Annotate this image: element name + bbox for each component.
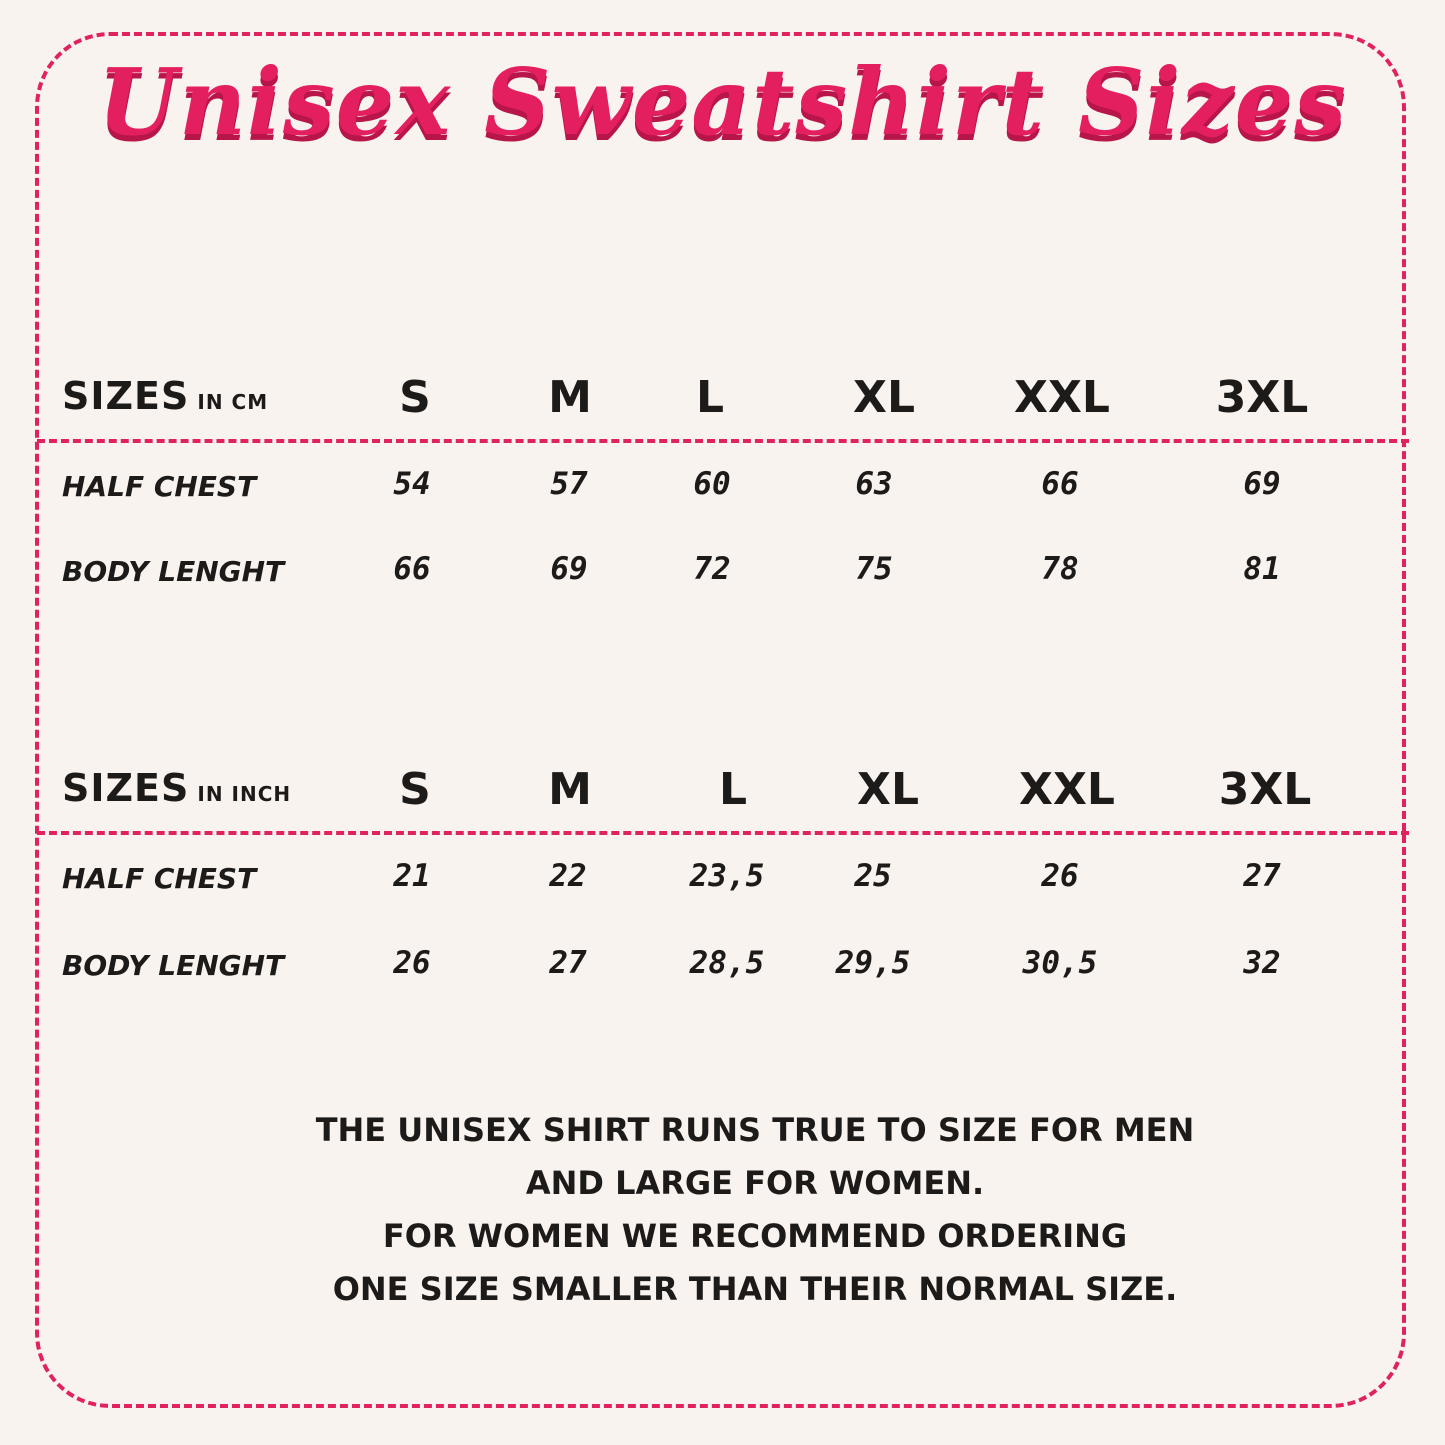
measurement-cell: 69 (1243, 466, 1281, 502)
measurement-cell: 30,5 (1022, 945, 1098, 981)
dashed-divider (37, 439, 1409, 443)
note-line: ONE SIZE SMALLER THAN THEIR NORMAL SIZE. (332, 1270, 1178, 1308)
row-label: BODY LENGHT (62, 949, 285, 982)
measurement-cell: 75 (855, 551, 893, 587)
row-label: HALF CHEST (62, 862, 257, 895)
row-label: HALF CHEST (62, 470, 257, 503)
note-line: THE UNISEX SHIRT RUNS TRUE TO SIZE FOR M… (315, 1111, 1195, 1149)
row-label: BODY LENGHT (62, 555, 285, 588)
measurement-cell: 28,5 (689, 945, 765, 981)
measurement-cell: 29,5 (835, 945, 911, 981)
size-column-header: L (695, 372, 725, 423)
measurement-cell: 21 (393, 858, 431, 894)
measurement-cell: 27 (1243, 858, 1281, 894)
header-label-text: SIZES (62, 766, 190, 810)
header-label-text: SIZES (62, 374, 190, 418)
measurement-cell: 27 (549, 945, 587, 981)
measurement-cell: 81 (1243, 551, 1281, 587)
table-header-label: SIZES IN INCH (62, 766, 291, 810)
measurement-cell: 54 (393, 466, 431, 502)
note-line: AND LARGE FOR WOMEN. (525, 1164, 985, 1202)
measurement-cell: 26 (393, 945, 431, 981)
measurement-cell: 26 (1041, 858, 1079, 894)
note-line: FOR WOMEN WE RECOMMEND ORDERING (382, 1217, 1128, 1255)
size-column-header: XL (857, 764, 919, 815)
size-column-header: 3XL (1218, 764, 1312, 815)
measurement-cell: 25 (854, 858, 892, 894)
dashed-border-frame (35, 32, 1406, 1408)
size-column-header: L (718, 764, 748, 815)
size-column-header: S (399, 372, 431, 423)
size-column-header: M (548, 764, 592, 815)
measurement-cell: 69 (550, 551, 588, 587)
measurement-cell: 72 (693, 551, 731, 587)
size-column-header: XXL (1014, 372, 1110, 423)
dashed-divider (37, 831, 1409, 835)
size-column-header: M (548, 372, 592, 423)
size-column-header: 3XL (1215, 372, 1309, 423)
size-column-header: XXL (1019, 764, 1115, 815)
measurement-cell: 63 (855, 466, 893, 502)
measurement-cell: 23,5 (689, 858, 765, 894)
measurement-cell: 66 (1041, 466, 1079, 502)
size-column-header: XL (853, 372, 915, 423)
page-title: Unisex Sweatshirt Sizes (97, 48, 1348, 156)
table-header-label: SIZES IN CM (62, 374, 268, 418)
unit-label: IN INCH (197, 782, 292, 806)
measurement-cell: 66 (393, 551, 431, 587)
measurement-cell: 60 (693, 466, 731, 502)
measurement-cell: 78 (1041, 551, 1079, 587)
measurement-cell: 22 (549, 858, 587, 894)
fit-note: THE UNISEX SHIRT RUNS TRUE TO SIZE FOR M… (0, 1104, 1445, 1316)
measurement-cell: 32 (1243, 945, 1281, 981)
unit-label: IN CM (197, 390, 269, 414)
size-column-header: S (399, 764, 431, 815)
measurement-cell: 57 (550, 466, 588, 502)
